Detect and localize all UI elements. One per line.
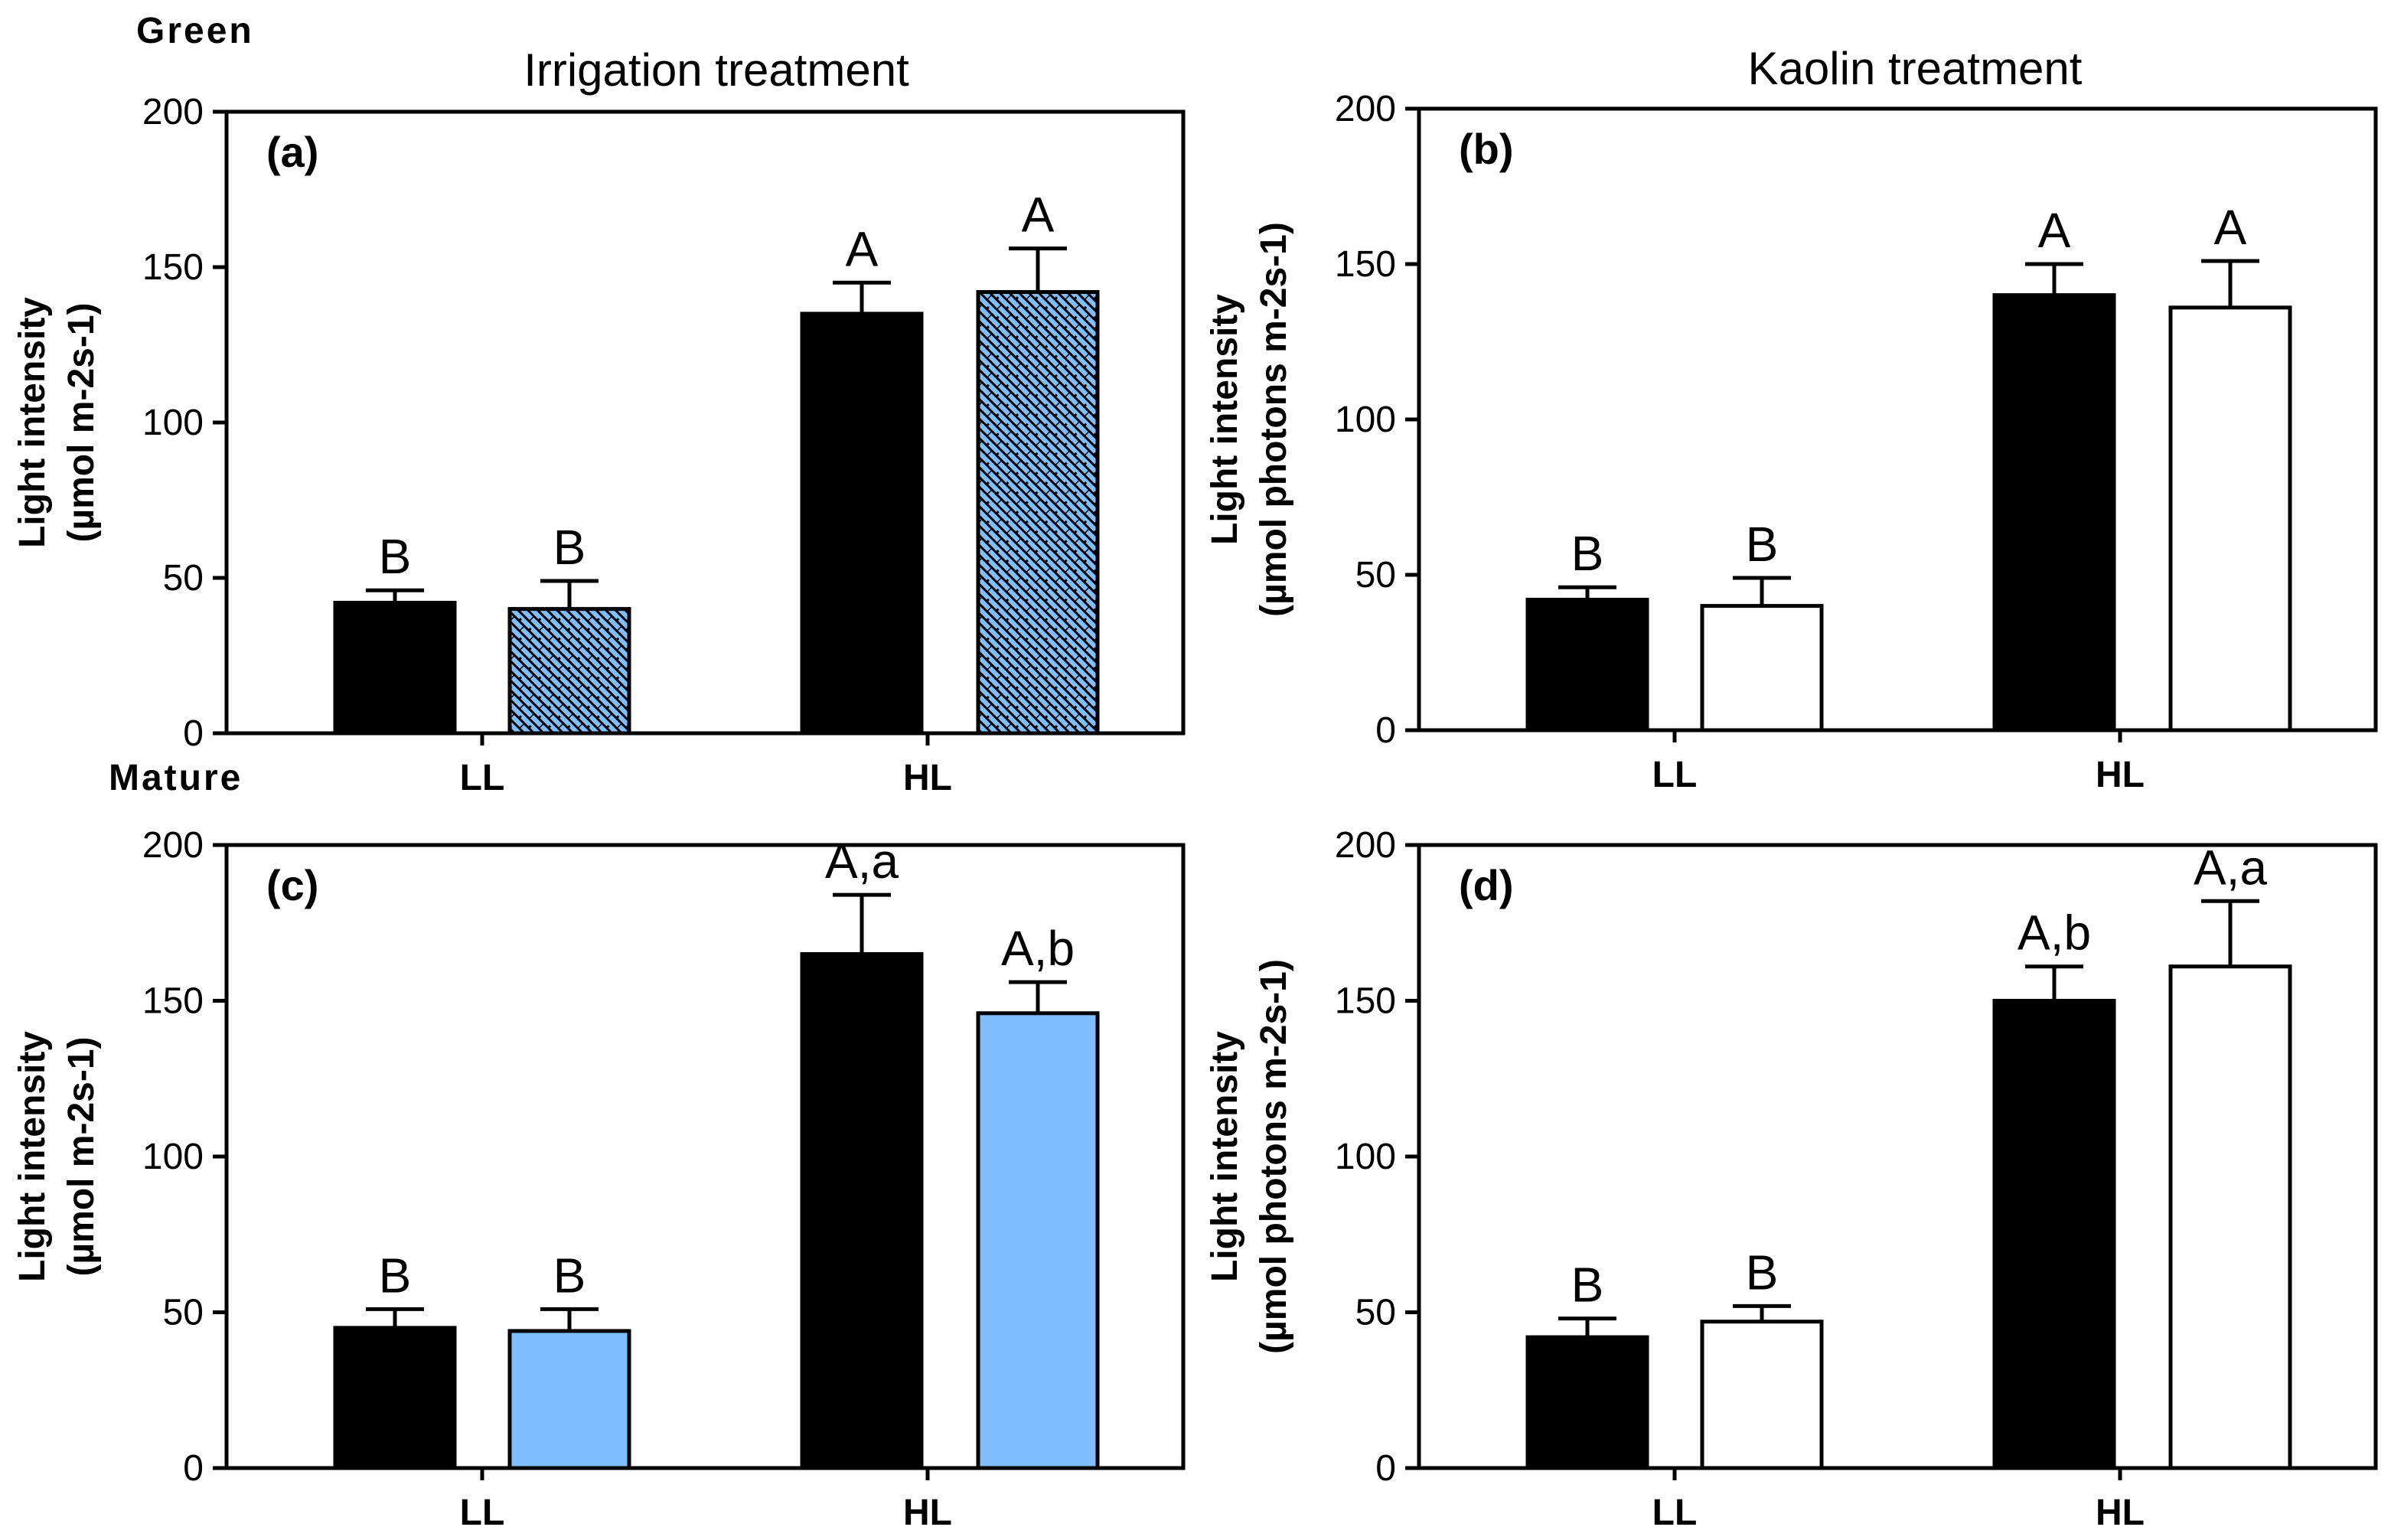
y-axis-label: Light intensity [1205,294,1245,545]
y-tick-label: 50 [163,558,204,599]
y-axis-label: Light intensity [1205,1031,1245,1282]
panel-label: (d) [1459,861,1514,909]
y-tick-label: 100 [142,403,204,443]
y-axis-label: Light intensity [12,297,53,548]
y-tick-label: 0 [1375,1448,1396,1489]
bar [333,600,457,736]
y-axis-unit: (µmol m-2s-1) [61,302,102,542]
significance-label: B [553,520,586,575]
y-tick-label: 50 [163,1293,204,1333]
bar [1525,597,1649,732]
significance-label: B [1746,517,1779,572]
y-tick-label: 100 [142,1137,204,1177]
bar [1700,1320,1824,1470]
chart-panel-d: 0 50 100 150 200 LL HL Light intensity (µmol pho… [1205,825,2378,1533]
y-tick-label: 200 [142,92,204,132]
bar [1992,999,2116,1470]
significance-label: B [379,529,412,584]
panel-label: (b) [1459,125,1514,173]
chart-panel-a: 0 50 100 150 200 LL HL Light intensity (µmol m-2… [12,92,1186,798]
significance-label: A [2214,200,2247,255]
significance-label: A,a [2194,840,2267,895]
column-title-left: Irrigation treatment [524,44,909,96]
significance-label: B [1571,1258,1604,1313]
y-tick-label: 150 [1335,244,1396,285]
y-tick-label: 150 [142,981,204,1022]
y-tick-label: 100 [1335,400,1396,440]
significance-label: A,b [1001,921,1075,976]
x-tick-label: HL [903,1493,952,1533]
y-tick-label: 200 [1335,89,1396,129]
x-tick-label: HL [2096,755,2145,795]
bar [1700,604,1824,732]
y-tick-label: 100 [1335,1137,1396,1177]
x-tick-label: LL [1652,755,1698,795]
significance-label: A,a [825,834,899,889]
significance-label: B [553,1248,586,1303]
row-label-top: Green [136,11,254,51]
bar [2168,964,2292,1470]
row-label-bottom: Mature [109,758,243,798]
y-axis-unit: (µmol photons m-2s-1) [1254,222,1294,617]
significance-label: A,b [2018,905,2091,961]
bar [507,1329,631,1470]
panel-label: (c) [266,861,318,909]
column-title-right: Kaolin treatment [1748,43,2083,94]
bar [1992,293,2116,732]
y-axis-label: Light intensity [12,1031,53,1282]
chart-panel-b: 0 50 100 150 200 LL HL Light intensity (µmol pho… [1205,89,2378,795]
x-tick-label: LL [1652,1493,1698,1533]
significance-label: B [1746,1245,1779,1300]
bar [976,289,1100,736]
significance-label: A [846,221,879,276]
bar [507,607,631,736]
bar [800,312,924,736]
panel-label: (a) [266,128,318,176]
y-tick-label: 150 [142,247,204,288]
y-tick-label: 200 [1335,825,1396,866]
y-tick-label: 0 [183,1448,204,1489]
y-tick-label: 150 [1335,981,1396,1022]
significance-label: B [379,1248,412,1303]
significance-label: A [2038,203,2071,258]
bar [976,1011,1100,1470]
chart-panel-c: 0 50 100 150 200 LL HL Light intensity (µmol m-2… [12,825,1186,1533]
bar [333,1326,457,1470]
bar [1525,1335,1649,1470]
significance-label: A [1022,188,1055,243]
x-tick-label: HL [903,758,952,798]
y-axis-unit: (µmol photons m-2s-1) [1254,959,1294,1354]
y-tick-label: 50 [1355,555,1396,595]
x-tick-label: HL [2096,1493,2145,1533]
y-tick-label: 0 [183,713,204,754]
bar [800,951,924,1470]
y-tick-label: 50 [1355,1293,1396,1333]
y-tick-label: 0 [1375,710,1396,751]
x-tick-label: LL [460,1493,505,1533]
x-tick-label: LL [460,758,505,798]
bar [2168,305,2292,732]
significance-label: B [1571,526,1604,581]
y-tick-label: 200 [142,825,204,866]
y-axis-unit: (µmol m-2s-1) [61,1036,102,1276]
